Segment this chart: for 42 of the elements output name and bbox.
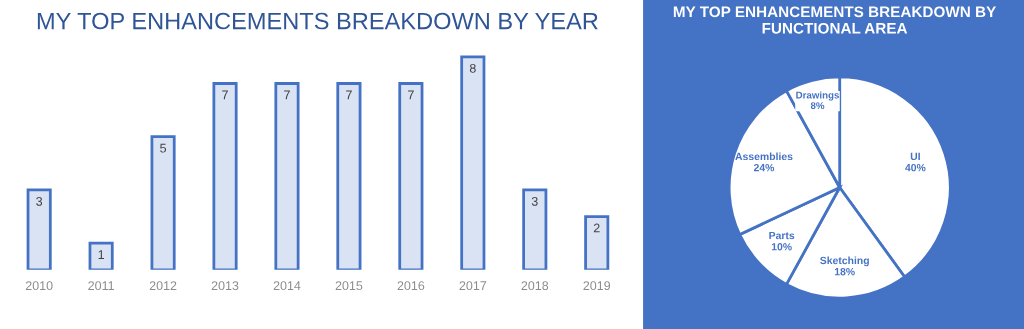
data-label: 1 xyxy=(98,250,104,259)
bar xyxy=(584,215,610,270)
x-tick-label: 2010 xyxy=(25,281,53,291)
data-label: 7 xyxy=(346,90,352,100)
data-label: 8% xyxy=(810,102,825,110)
data-label: 18% xyxy=(834,268,855,276)
x-tick-label: 2018 xyxy=(521,281,549,291)
x-tick-label: 2017 xyxy=(459,281,487,291)
x-tick-label: 2016 xyxy=(397,281,425,291)
x-tick-label: 2014 xyxy=(273,281,301,291)
slice-label: Drawings xyxy=(796,91,839,101)
bar xyxy=(88,241,114,270)
x-tick-label: 2013 xyxy=(211,281,239,291)
slice-label: Assemblies xyxy=(735,152,793,161)
data-label: 24% xyxy=(753,163,775,172)
data-label: 10% xyxy=(771,243,792,251)
bar xyxy=(336,82,362,270)
data-label: 7 xyxy=(408,90,414,100)
data-label: 8 xyxy=(469,63,476,73)
data-label: 7 xyxy=(284,90,290,100)
slice-label: Parts xyxy=(769,231,795,240)
data-label: 2 xyxy=(593,223,600,233)
x-tick-label: 2019 xyxy=(583,281,611,291)
bar xyxy=(274,82,300,270)
bar xyxy=(460,55,486,270)
bar xyxy=(522,188,548,270)
data-label: 3 xyxy=(36,196,43,206)
x-tick-label: 2012 xyxy=(149,281,177,291)
data-label: 7 xyxy=(222,90,228,100)
bar xyxy=(398,82,424,270)
bar xyxy=(150,135,176,270)
x-tick-label: 2015 xyxy=(335,281,363,291)
x-tick-label: 2011 xyxy=(88,281,114,291)
chart-title: MY TOP ENHANCEMENTS BREAKDOWN BY FUNCTIONAL AREA xyxy=(673,6,997,34)
bar xyxy=(26,188,52,270)
data-label: 5 xyxy=(160,143,167,153)
chart-title: MY TOP ENHANCEMENTS BREAKDOWN BY YEAR xyxy=(37,12,598,30)
bar xyxy=(212,82,238,270)
data-label: 3 xyxy=(531,196,538,206)
slice-label: Sketching xyxy=(820,256,869,267)
slice-label: UI xyxy=(910,152,920,161)
data-label: 40% xyxy=(905,163,926,172)
